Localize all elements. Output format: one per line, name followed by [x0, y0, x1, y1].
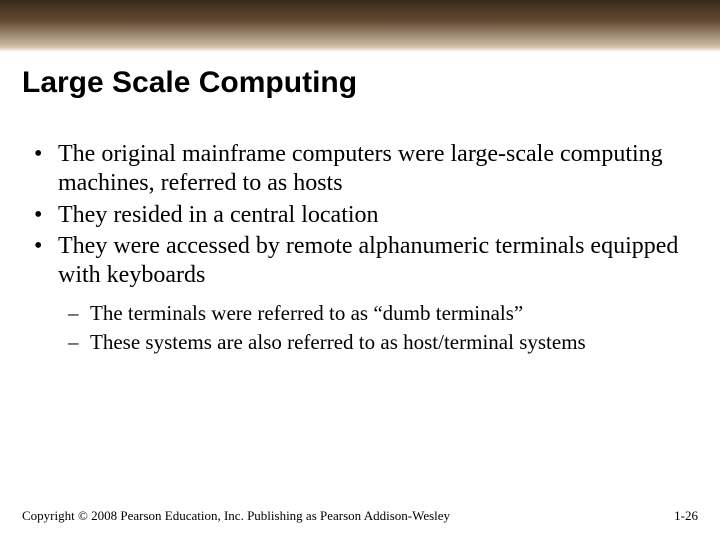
bullet-text: They were accessed by remote alphanumeri… [58, 232, 690, 291]
bullet-item: • They were accessed by remote alphanume… [30, 232, 690, 291]
slide-content: • The original mainframe computers were … [30, 140, 690, 356]
sub-bullet-marker: – [68, 329, 90, 356]
bullet-text: They resided in a central location [58, 201, 690, 230]
sub-bullet-list: – The terminals were referred to as “dum… [68, 300, 690, 356]
sub-bullet-text: These systems are also referred to as ho… [90, 329, 690, 356]
bullet-marker: • [30, 140, 58, 199]
bullet-text: The original mainframe computers were la… [58, 140, 690, 199]
bullet-item: • They resided in a central location [30, 201, 690, 230]
sub-bullet-text: The terminals were referred to as “dumb … [90, 300, 690, 327]
banner-gradient [0, 0, 720, 52]
bullet-item: • The original mainframe computers were … [30, 140, 690, 199]
sub-bullet-item: – The terminals were referred to as “dum… [68, 300, 690, 327]
bullet-marker: • [30, 201, 58, 230]
bullet-marker: • [30, 232, 58, 291]
slide-title: Large Scale Computing [22, 66, 720, 100]
sub-bullet-item: – These systems are also referred to as … [68, 329, 690, 356]
footer: Copyright © 2008 Pearson Education, Inc.… [22, 508, 698, 524]
sub-bullet-marker: – [68, 300, 90, 327]
copyright-text: Copyright © 2008 Pearson Education, Inc.… [22, 508, 450, 524]
page-number: 1-26 [674, 508, 698, 524]
